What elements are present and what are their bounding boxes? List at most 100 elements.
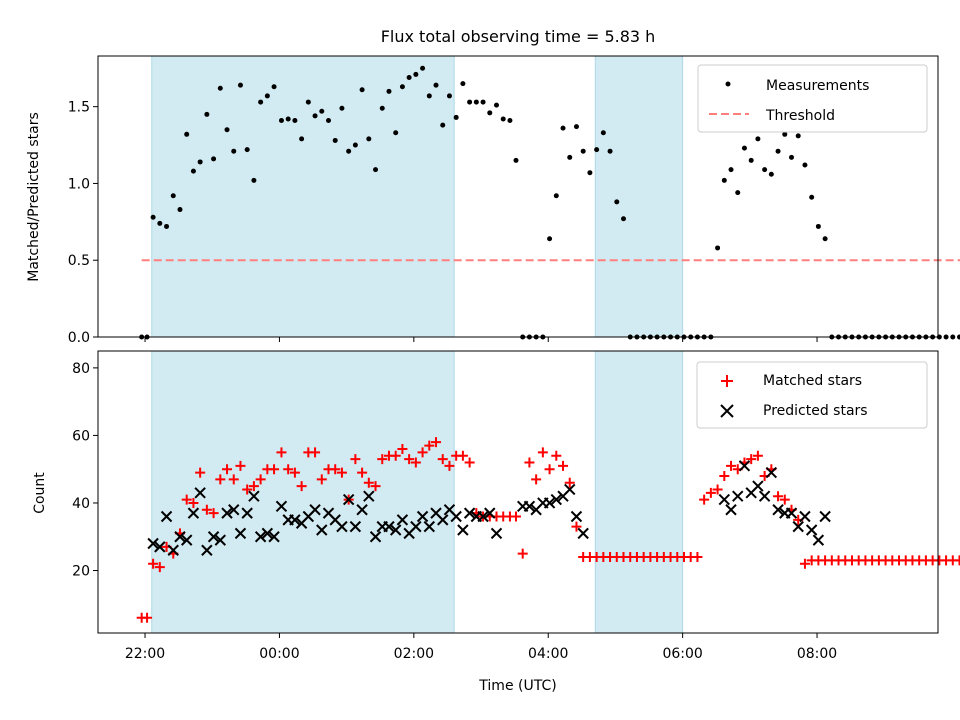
measurement-point [802, 162, 808, 168]
predicted-stars-point [234, 527, 247, 540]
predicted-stars-point [564, 483, 576, 496]
measurement-point [460, 81, 466, 87]
matched-stars-point [215, 474, 226, 485]
predicted-stars-point [241, 507, 253, 519]
predicted-stars-point [758, 490, 771, 502]
predicted-stars-point [356, 504, 368, 516]
matched-stars-point [390, 450, 401, 461]
matched-stars-point [524, 457, 535, 468]
legend-marker-predicted [720, 404, 734, 418]
x-tick-label: 08:00 [797, 646, 837, 662]
predicted-stars-point [484, 507, 496, 519]
measurement-point [426, 93, 432, 99]
top-axes-frame [97, 55, 939, 338]
measurement-point [237, 82, 243, 88]
measurement-point [224, 127, 230, 133]
predicted-stars-point [289, 514, 301, 526]
bottom-y-axis-label: Count [32, 472, 48, 514]
measurement-point [553, 193, 559, 199]
y-tick-label: 40 [72, 496, 90, 512]
predicted-stars-point [316, 524, 328, 536]
predicted-stars-point [812, 534, 825, 546]
matched-stars-point [336, 467, 347, 478]
matched-stars-point [799, 558, 810, 569]
matched-stars-point [719, 470, 730, 481]
matched-stars-point [564, 477, 575, 488]
matched-stars-point [537, 447, 548, 458]
measurement-point [157, 220, 163, 226]
matched-stars-point [330, 464, 341, 475]
matched-stars-point [417, 447, 428, 458]
predicted-stars-point [738, 460, 751, 472]
x-tick-label: 22:00 [125, 646, 165, 662]
measurement-point [312, 113, 318, 119]
measurement-point [507, 117, 513, 123]
legend-label-threshold: Threshold [765, 108, 835, 124]
matched-stars-point [142, 612, 153, 623]
measurement-point [184, 131, 190, 137]
measurement-point [795, 133, 801, 139]
predicted-stars-point [543, 497, 556, 509]
matched-stars-point [424, 440, 435, 451]
measurement-point [325, 117, 331, 123]
matched-stars-point [208, 508, 219, 519]
measurement-point [775, 148, 781, 154]
measurement-point [567, 154, 573, 160]
measurement-point [339, 105, 345, 111]
measurement-point [473, 99, 479, 105]
matched-stars-point [222, 464, 233, 475]
bottom-axes-frame [97, 350, 939, 634]
measurement-point [547, 236, 553, 242]
measurement-point [211, 156, 217, 162]
measurement-point [573, 124, 579, 130]
predicted-stars-point [416, 510, 429, 523]
measurement-point [406, 74, 412, 80]
legend-marker-matched [721, 375, 733, 387]
matched-stars-point [154, 562, 165, 573]
measurement-point [815, 223, 821, 229]
predicted-stars-point [725, 504, 737, 516]
predicted-stars-point [207, 531, 220, 543]
predicted-stars-point [570, 510, 583, 523]
measurement-point [600, 130, 606, 136]
predicted-stars-point [423, 520, 436, 533]
predicted-stars-point [363, 490, 375, 502]
matched-stars-point [248, 481, 259, 492]
measurement-point [755, 136, 761, 142]
matched-stars-point [188, 497, 199, 508]
matched-stars-point [544, 464, 555, 475]
y-tick-label: 0.5 [68, 253, 90, 269]
predicted-stars-point [477, 510, 489, 523]
matched-stars-point [464, 457, 475, 468]
measurement-point [715, 245, 721, 251]
predicted-stars-point [799, 510, 811, 523]
predicted-stars-point [194, 487, 206, 499]
predicted-stars-point [792, 520, 804, 533]
measurement-point [467, 99, 473, 105]
measurement-point [822, 236, 828, 242]
predicted-stars-point [147, 537, 159, 550]
measurement-point [366, 136, 372, 142]
measurement-point [587, 170, 593, 176]
predicted-stars-point [342, 493, 355, 506]
predicted-stars-point [785, 507, 798, 519]
measurement-point [735, 190, 741, 196]
top-panel: 0.0 0.5 1.0 1.5 Flux total observing time =… [26, 27, 960, 346]
matched-stars-point [726, 460, 737, 471]
matched-stars-point [551, 450, 562, 461]
measurement-point [204, 111, 210, 117]
matched-stars-point [316, 474, 327, 485]
predicted-stars-point [261, 527, 274, 540]
matched-stars-point [363, 477, 374, 488]
shaded-interval [151, 351, 455, 633]
predicted-stars-point [396, 514, 409, 526]
measurement-point [352, 142, 358, 148]
matched-stars-point [228, 474, 239, 485]
y-tick-label: 60 [72, 428, 90, 444]
matched-stars-point [431, 437, 442, 448]
predicted-stars-point [349, 520, 362, 533]
measurement-point [446, 93, 452, 99]
y-tick-label: 0.0 [68, 330, 90, 346]
measurement-point [170, 193, 176, 199]
